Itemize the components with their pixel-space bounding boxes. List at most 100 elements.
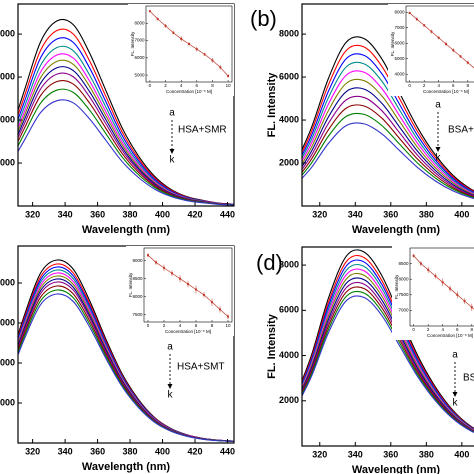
y-tick-label: 4000 — [0, 114, 15, 124]
curves — [302, 249, 474, 434]
x-tick-label: 420 — [188, 209, 203, 219]
inset-x-tick-label: 4 — [179, 323, 182, 328]
annotation-start: a — [452, 350, 458, 361]
arrow-head — [169, 149, 175, 154]
inset-marker — [147, 254, 149, 257]
inset-y-tick-label: 7500 — [398, 292, 409, 297]
spectrum-line — [302, 272, 474, 432]
annotation-start: a — [169, 108, 175, 119]
inset-background — [392, 246, 474, 340]
spectrum-line — [302, 259, 474, 430]
inset-y-tick-label: 8500 — [132, 276, 143, 281]
inset: 0 2 4 6 8 10 5000 6000 7000 8000 Concentration [10… — [128, 4, 234, 96]
x-tick-label: 340 — [348, 209, 363, 219]
inset-x-tick-label: 8 — [211, 83, 214, 88]
spectrum-line — [302, 78, 474, 196]
x-axis-label: Wavelength (nm) — [82, 224, 171, 236]
inset-y-tick-label: 8000 — [394, 9, 405, 14]
spectrum-line — [302, 290, 474, 433]
x-tick-label: 320 — [25, 209, 40, 219]
inset-marker — [195, 288, 197, 291]
y-tick-label: 6000 — [279, 71, 299, 81]
inset-frame — [145, 5, 233, 83]
inset-y-tick-label: 8000 — [132, 294, 143, 299]
inset-x-label: Concentration [10⁻⁶ M] — [423, 89, 469, 94]
spectrum-line — [302, 254, 474, 430]
inset-x-tick-label: 2 — [164, 83, 167, 88]
inset-marker — [195, 48, 198, 51]
inset-marker — [412, 254, 415, 257]
spectrum-line — [302, 95, 474, 197]
inset-marker — [408, 11, 411, 14]
inset-y-tick-label: 7000 — [398, 308, 409, 313]
inset-marker — [179, 277, 181, 280]
curves — [302, 36, 474, 200]
arrow-head — [452, 392, 458, 397]
inset-marker — [155, 261, 157, 264]
inset-marker — [470, 306, 473, 309]
annotation-end: k — [436, 153, 442, 164]
inset-x-tick-label: 0 — [149, 83, 152, 88]
x-tick-label: 400 — [155, 209, 170, 219]
inset-x-tick-label: 8 — [467, 83, 470, 88]
arrow-head — [435, 147, 441, 152]
inset-marker — [449, 287, 451, 290]
y-tick-label: 2000 — [279, 395, 299, 405]
inset-marker — [463, 300, 466, 303]
annotation-sample: HSA+SMR — [178, 125, 227, 136]
x-tick-label: 340 — [58, 209, 73, 219]
x-tick-label: 320 — [312, 449, 327, 459]
inset-x-tick-label: 2 — [423, 83, 426, 88]
spectrum-line — [302, 61, 474, 194]
y-tick-label: 4000 — [279, 114, 299, 124]
spectrum-line — [302, 70, 474, 195]
spectrum-line — [302, 53, 474, 193]
inset-x-tick-label: 8 — [471, 327, 474, 332]
inset-y-tick-label: 8000 — [134, 20, 145, 25]
inset-x-tick-label: 10 — [225, 323, 231, 328]
x-tick-label: 360 — [90, 209, 105, 219]
inset-y-tick-label: 5000 — [394, 56, 405, 61]
inset-x-tick-label: 2 — [427, 327, 430, 332]
x-tick-label: 360 — [383, 209, 398, 219]
spectrum-line — [302, 295, 474, 434]
inset-marker — [441, 281, 444, 284]
y-tick-label: 8000 — [279, 28, 299, 38]
y-axis-label: FL. Intensity — [266, 72, 278, 138]
inset-marker — [227, 315, 229, 318]
inset-marker — [180, 37, 183, 40]
y-tick-label: 6000 — [279, 305, 299, 315]
inset-marker — [456, 293, 459, 296]
inset-y-label: FL. Intensity — [130, 31, 135, 56]
y-tick-label: 4000 — [0, 357, 15, 367]
inset-x-tick-label: 10 — [226, 83, 232, 88]
x-tick-label: 440 — [220, 446, 235, 456]
x-tick-label: 400 — [454, 449, 469, 459]
inset-y-tick-label: 7000 — [134, 38, 145, 43]
inset-frame — [409, 247, 474, 327]
panel: 320 340 360 380 400 2000 4000 6000 8000 Wavelengt… — [250, 3, 474, 236]
y-axis-label: FL. Intensity — [266, 313, 278, 379]
inset-marker — [427, 268, 430, 271]
annotation-end: k — [170, 155, 176, 166]
y-tick-label: 4000 — [279, 350, 299, 360]
inset-x-tick-label: 4 — [437, 83, 440, 88]
y-tick-label: 2000 — [279, 157, 299, 167]
inset-marker — [419, 262, 422, 265]
annotation-start: a — [167, 342, 173, 353]
inset-x-tick-label: 4 — [441, 327, 444, 332]
spectrum-line — [302, 268, 474, 431]
panel: 3203403603804004204402000400060008000Wav… — [0, 245, 235, 473]
y-tick-label: 8000 — [279, 259, 299, 269]
panel: 3203403603804004204402000400060008000Wav… — [0, 3, 235, 236]
inset-y-tick-label: 8500 — [398, 261, 409, 266]
inset-marker — [434, 275, 437, 278]
inset-marker — [188, 43, 190, 45]
x-tick-label: 340 — [58, 446, 73, 456]
inset-marker — [437, 36, 440, 39]
inset-x-label: Concentration [10⁻⁶ M] — [166, 89, 212, 94]
inset-marker — [164, 24, 167, 27]
inset-marker — [227, 74, 230, 77]
inset: 02468107000750080008500Concentration [10… — [392, 246, 474, 340]
inset-marker — [171, 272, 173, 275]
